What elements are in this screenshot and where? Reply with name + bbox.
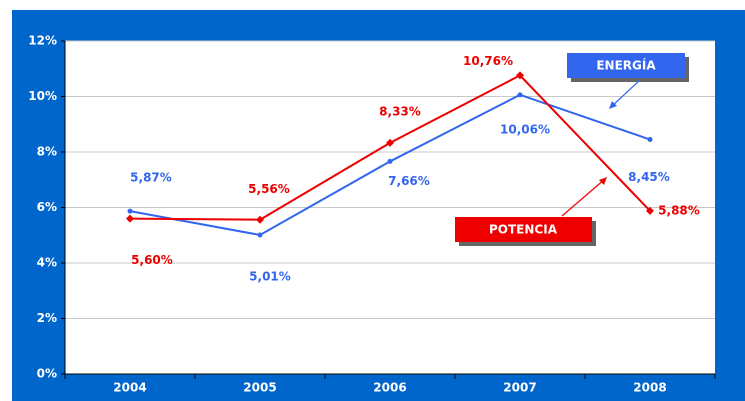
x-tick-label: 2007 [503, 381, 536, 395]
data-label: 5,88% [658, 203, 700, 217]
point [127, 208, 133, 214]
point [257, 232, 263, 238]
point [126, 214, 134, 223]
legend-box [567, 53, 685, 78]
y-tick-label: 6% [37, 200, 57, 214]
y-tick-label: 0% [37, 367, 57, 381]
y-tick-label: 2% [37, 311, 57, 325]
legend-box [455, 217, 592, 242]
y-tick-label: 12% [28, 34, 57, 48]
data-label: 5,01% [249, 269, 291, 283]
data-label: 5,56% [248, 182, 290, 196]
legend-arrow [610, 79, 641, 108]
y-tick-label: 4% [37, 256, 57, 270]
arrow-head [609, 101, 617, 109]
data-label: 10,06% [500, 122, 550, 136]
legend-label: ENERGÍA [596, 58, 656, 73]
x-tick-label: 2005 [243, 381, 276, 395]
x-tick-label: 2004 [113, 381, 146, 395]
arrow-head [599, 177, 607, 185]
x-tick-label: 2006 [373, 381, 406, 395]
legend-arrow [561, 178, 606, 217]
x-tick-label: 2008 [633, 381, 666, 395]
point [386, 138, 394, 147]
data-label: 8,33% [379, 104, 421, 118]
data-label: 10,76% [463, 54, 513, 68]
legend-label: POTENCIA [489, 223, 558, 237]
data-label: 7,66% [388, 174, 430, 188]
point [387, 158, 393, 164]
point [516, 71, 524, 80]
point [647, 137, 653, 143]
y-tick-label: 10% [28, 89, 57, 103]
legend: ENERGÍA POTENCIA [455, 53, 689, 246]
data-label: 8,45% [628, 170, 670, 184]
data-label: 5,87% [130, 171, 172, 185]
point [517, 92, 523, 98]
point [646, 206, 654, 215]
data-label: 5,60% [131, 253, 173, 267]
point [256, 215, 264, 224]
y-tick-label: 8% [37, 145, 57, 159]
